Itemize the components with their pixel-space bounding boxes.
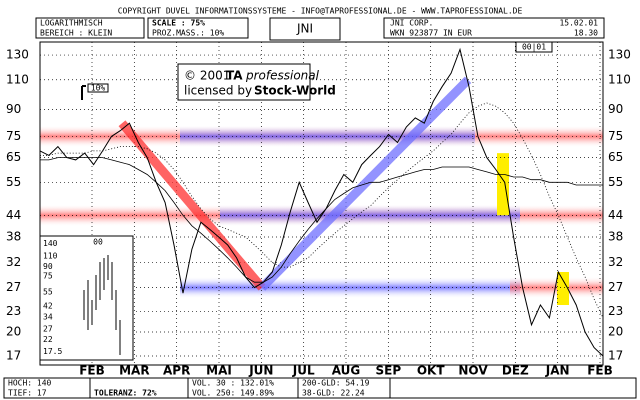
x-tick-label: AUG — [332, 364, 361, 378]
y-tick-label: 130 — [6, 48, 29, 62]
vol250: VOL. 250: 149.89% — [192, 389, 274, 398]
y-tick-label-right: 65 — [608, 150, 623, 164]
tolerance: TOLERANZ: 72% — [94, 389, 157, 398]
scale-type: LOGARITHMISCH — [40, 19, 103, 28]
period: 00|01 — [522, 43, 546, 52]
watermark: licensed by — [184, 84, 252, 98]
x-tick-label: MAI — [206, 364, 232, 378]
x-tick-label: OKT — [417, 364, 446, 378]
footer-box — [3, 377, 637, 399]
symbol: JNI — [296, 22, 313, 36]
highlight — [557, 272, 569, 306]
y-tick-label: 27 — [6, 280, 21, 294]
y-tick-label-right: 17 — [608, 349, 623, 363]
range: BEREICH : KLEIN — [40, 29, 112, 38]
scale: SCALE : 75% — [152, 19, 205, 28]
series-line — [39, 47, 604, 357]
x-tick-label: NOV — [458, 364, 488, 378]
copyright: COPYRIGHT DUVEL INFORMATIONSSYSTEME - IN… — [118, 7, 523, 16]
y-tick-label: 65 — [6, 150, 21, 164]
y-tick-label-right: 27 — [608, 280, 623, 294]
inset-tick-label: 110 — [43, 252, 58, 261]
scale-marker: 10% — [91, 84, 106, 93]
series-line — [40, 102, 604, 319]
watermark: Stock-World — [254, 84, 336, 98]
y-tick-label-right: 38 — [608, 230, 623, 244]
footer-dividers — [89, 378, 391, 398]
wkn: WKN 923877 IN EUR — [390, 29, 472, 38]
y-tick-label: 23 — [6, 304, 21, 318]
inset-tick-label: 22 — [43, 335, 53, 344]
y-tick-label: 55 — [6, 175, 21, 189]
scale-marker-box — [87, 83, 109, 93]
highlight — [497, 153, 509, 216]
y-tick-label: 20 — [6, 324, 21, 338]
date: 15.02.01 — [559, 19, 598, 28]
series-line — [40, 157, 603, 283]
y-tick-label-right: 32 — [608, 255, 623, 269]
x-tick-label: MAR — [119, 364, 149, 378]
low: TIEF: 17 — [8, 389, 47, 398]
x-tick-label: JUL — [292, 364, 315, 378]
vol30: VOL. 30 : 132.01% — [192, 379, 274, 388]
x-tick-label: DEZ — [502, 364, 529, 378]
watermark: © 2001 — [184, 69, 230, 83]
inset-bars — [83, 255, 121, 355]
y-tick-label-right: 20 — [608, 324, 623, 338]
y-tick-label: 17 — [6, 349, 21, 363]
x-tick-label: FEB — [79, 364, 105, 378]
watermark: TA — [226, 69, 243, 83]
y-tick-label-right: 44 — [608, 208, 623, 222]
y-tick-label: 110 — [6, 72, 29, 86]
watermark: professional — [245, 69, 320, 83]
inset-frame — [39, 235, 134, 361]
percent: PROZ.MASS.: 10% — [152, 29, 224, 38]
inset-tick-label: 17.5 — [43, 347, 62, 356]
y-tick-label-right: 55 — [608, 175, 623, 189]
high: HOCH: 140 — [8, 379, 52, 388]
plot-frame — [39, 41, 604, 366]
inset-tick-label: 55 — [43, 288, 53, 297]
trendline — [118, 120, 266, 291]
inset-tick-label: 34 — [43, 312, 53, 321]
y-tick-label-right: 75 — [608, 129, 623, 143]
inset-tick-label: 75 — [43, 271, 53, 280]
x-tick-label: JAN — [545, 364, 570, 378]
x-tick-label: JUN — [248, 364, 273, 378]
gld38: 38-GLD: 22.24 — [302, 389, 365, 398]
x-tick-label: SEP — [376, 364, 402, 378]
inset-tick-label: 42 — [43, 301, 53, 310]
y-tick-label-right: 130 — [608, 48, 631, 62]
gld200: 200-GLD: 54.19 — [302, 379, 370, 388]
header-box — [35, 17, 145, 39]
y-tick-label: 44 — [6, 208, 21, 222]
inset-tick-label: 27 — [43, 324, 53, 333]
x-tick-label: FEB — [587, 364, 613, 378]
company: JNI CORP. — [390, 19, 433, 28]
scale-marker-icon — [81, 85, 86, 100]
y-tick-label-right: 110 — [608, 72, 631, 86]
time: 18.30 — [574, 29, 598, 38]
x-tick-label: APR — [163, 364, 190, 378]
band — [220, 204, 520, 227]
header-box — [383, 17, 605, 39]
y-tick-label: 75 — [6, 129, 21, 143]
y-tick-label: 32 — [6, 255, 21, 269]
header-box — [269, 17, 341, 41]
watermark-box — [177, 63, 311, 101]
y-tick-label: 38 — [6, 230, 21, 244]
y-tick-label-right: 23 — [608, 304, 623, 318]
y-tick-label-right: 90 — [608, 102, 623, 116]
inset-tick-label: 140 — [43, 239, 58, 248]
inset-tick-label: 90 — [43, 262, 53, 271]
inset-year: 00 — [93, 238, 103, 247]
header-box — [147, 17, 249, 39]
y-tick-label: 90 — [6, 102, 21, 116]
